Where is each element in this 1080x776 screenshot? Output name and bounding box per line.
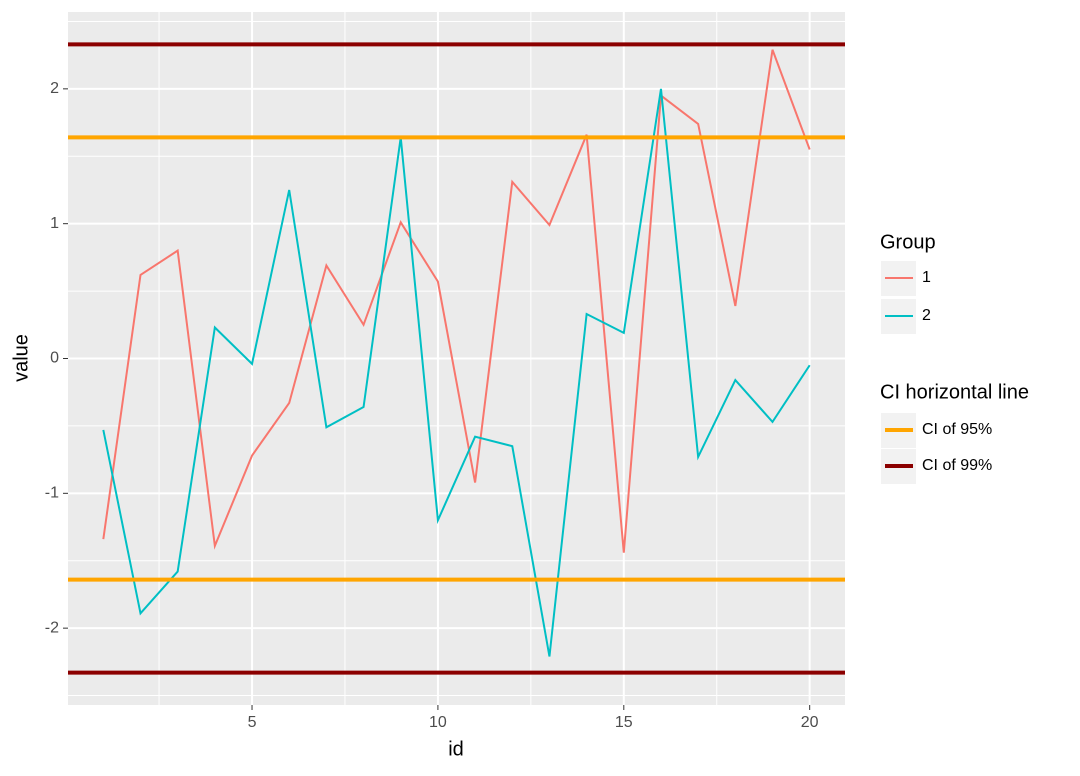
y-tick-label: 2 bbox=[50, 80, 59, 97]
legend-title: CI horizontal line bbox=[880, 381, 1029, 403]
x-tick-label: 5 bbox=[248, 714, 257, 731]
legend-label: CI of 99% bbox=[922, 457, 992, 474]
y-tick-label: -2 bbox=[45, 619, 59, 636]
y-tick-label: 1 bbox=[50, 215, 59, 232]
x-tick-label: 15 bbox=[615, 714, 633, 731]
y-tick-label: 0 bbox=[50, 350, 59, 367]
series-line bbox=[102, 88, 811, 657]
legend-label: CI of 95% bbox=[922, 421, 992, 438]
x-axis-title: id bbox=[448, 738, 464, 760]
series-line bbox=[102, 49, 811, 553]
x-tick-label: 20 bbox=[801, 714, 819, 731]
x-tick-label: 10 bbox=[429, 714, 447, 731]
legend-label: 2 bbox=[922, 307, 931, 324]
legend-title: Group bbox=[880, 231, 936, 253]
legend-label: 1 bbox=[922, 269, 931, 286]
y-tick-label: -1 bbox=[45, 485, 59, 502]
y-axis-title: value bbox=[10, 334, 32, 382]
